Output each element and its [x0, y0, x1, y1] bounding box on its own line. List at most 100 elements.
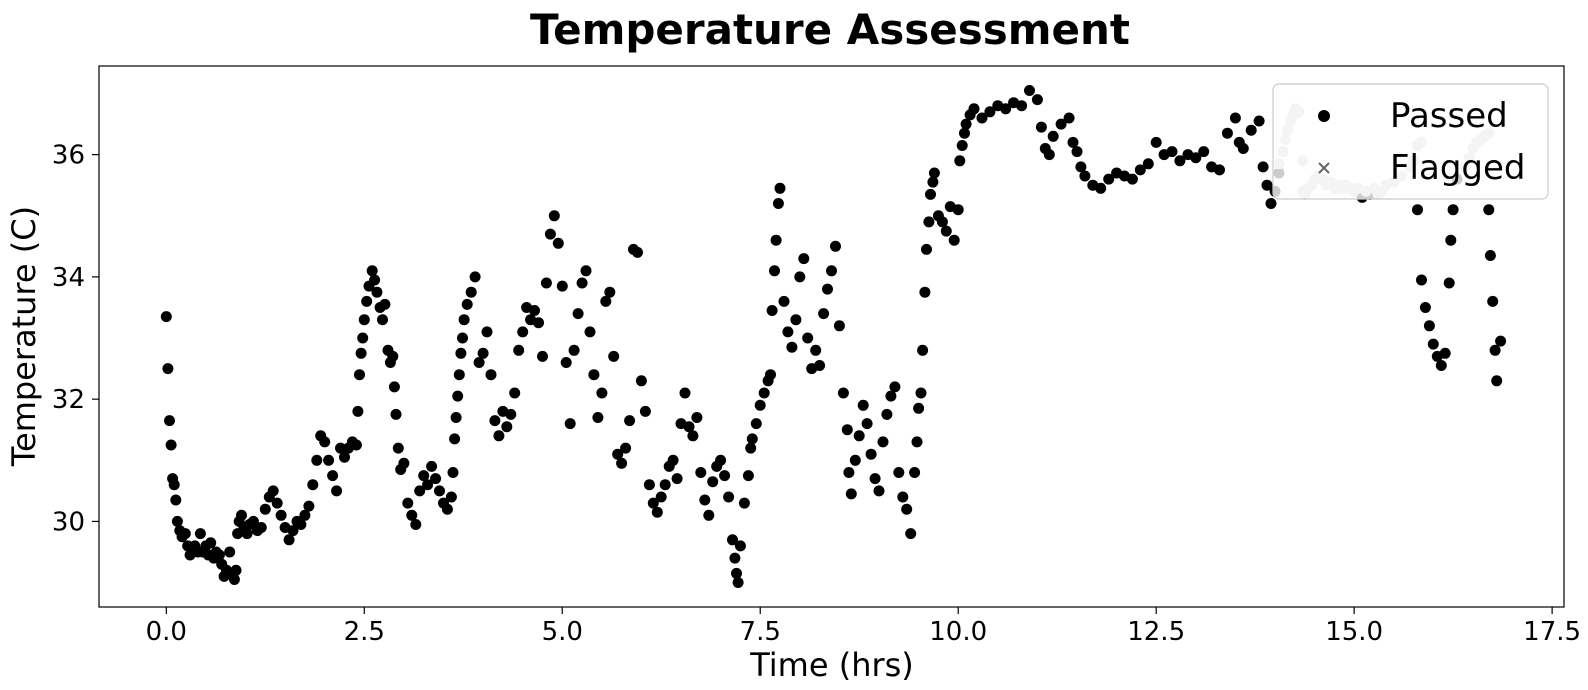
data-point [426, 460, 438, 472]
data-point [592, 412, 604, 423]
data-point [814, 360, 826, 371]
data-point [473, 357, 485, 368]
data-point [584, 326, 596, 338]
data-point [869, 473, 881, 485]
data-point [1491, 375, 1503, 387]
data-point [928, 167, 940, 179]
data-point [604, 286, 616, 298]
data-point [170, 494, 182, 506]
data-point [236, 509, 247, 521]
data-point [624, 415, 636, 427]
data-point [861, 418, 873, 430]
data-point [517, 326, 529, 338]
data-point [469, 271, 481, 283]
y-tick-label: 30 [52, 507, 85, 537]
data-point [596, 387, 608, 399]
data-point [259, 503, 271, 515]
data-point [1484, 250, 1496, 261]
data-point [179, 528, 191, 540]
data-point [283, 534, 295, 546]
data-point [455, 347, 467, 359]
x-tick-label: 12.5 [1127, 617, 1185, 647]
data-point [905, 528, 917, 540]
data-point [1075, 161, 1087, 173]
data-point [1134, 164, 1146, 176]
data-point [402, 497, 414, 509]
data-point [671, 473, 683, 485]
data-point [168, 479, 180, 491]
data-point [1079, 170, 1091, 182]
data-point [843, 467, 855, 478]
data-point [778, 295, 790, 307]
data-point [224, 546, 236, 558]
data-point [765, 369, 776, 381]
data-point [865, 448, 877, 460]
data-point [1483, 204, 1495, 216]
data-point [667, 454, 679, 466]
data-point [786, 341, 798, 353]
data-point [782, 326, 794, 338]
data-point [659, 479, 671, 491]
data-point [952, 204, 964, 216]
x-tick-label: 17.5 [1523, 617, 1581, 647]
data-point [1174, 155, 1186, 167]
data-point [723, 491, 735, 503]
data-point [643, 479, 655, 491]
legend-box [1272, 83, 1549, 200]
data-point [1427, 338, 1439, 350]
data-points [160, 85, 1507, 588]
data-point [552, 237, 564, 249]
data-point [164, 415, 175, 427]
data-point [837, 387, 849, 399]
data-point [441, 503, 453, 515]
data-point [230, 564, 242, 576]
data-point [976, 112, 988, 124]
data-point [162, 363, 174, 375]
chart-title: Temperature Assessment [530, 5, 1130, 54]
data-point [772, 198, 784, 209]
data-point [960, 118, 972, 130]
data-point [461, 298, 473, 310]
data-point [655, 491, 667, 503]
data-point [1257, 161, 1269, 173]
data-point [909, 467, 921, 478]
data-point [194, 528, 206, 540]
data-point [228, 574, 240, 585]
data-point [430, 473, 442, 485]
data-point [873, 485, 885, 497]
data-point [729, 552, 741, 564]
data-point [885, 390, 897, 402]
data-point [1190, 152, 1202, 164]
legend-marker-flagged [1318, 162, 1330, 174]
data-point [830, 240, 841, 252]
x-tick-label: 10.0 [929, 617, 987, 647]
data-point [576, 277, 588, 289]
data-point [354, 369, 365, 381]
data-point [984, 106, 996, 118]
data-point [635, 375, 647, 387]
data-point [750, 418, 762, 430]
data-point [732, 577, 744, 588]
data-point [616, 457, 628, 469]
data-point [913, 402, 925, 414]
x-tick-label: 2.5 [344, 617, 385, 647]
data-point [699, 494, 711, 506]
data-point [377, 314, 388, 326]
data-point [505, 408, 517, 420]
data-point [295, 519, 307, 530]
series-passed [160, 85, 1507, 588]
data-point [357, 332, 369, 344]
data-point [307, 479, 319, 491]
legend-marker-passed [1318, 110, 1330, 122]
data-point [1035, 121, 1047, 133]
data-point [822, 283, 833, 295]
data-point [509, 387, 521, 399]
data-point [927, 176, 939, 188]
data-point [1416, 274, 1427, 286]
x-tick-label: 7.5 [740, 617, 781, 647]
data-point [493, 430, 505, 442]
data-point [556, 280, 568, 292]
data-point [901, 503, 913, 515]
data-point [940, 225, 952, 237]
data-point [849, 454, 861, 466]
